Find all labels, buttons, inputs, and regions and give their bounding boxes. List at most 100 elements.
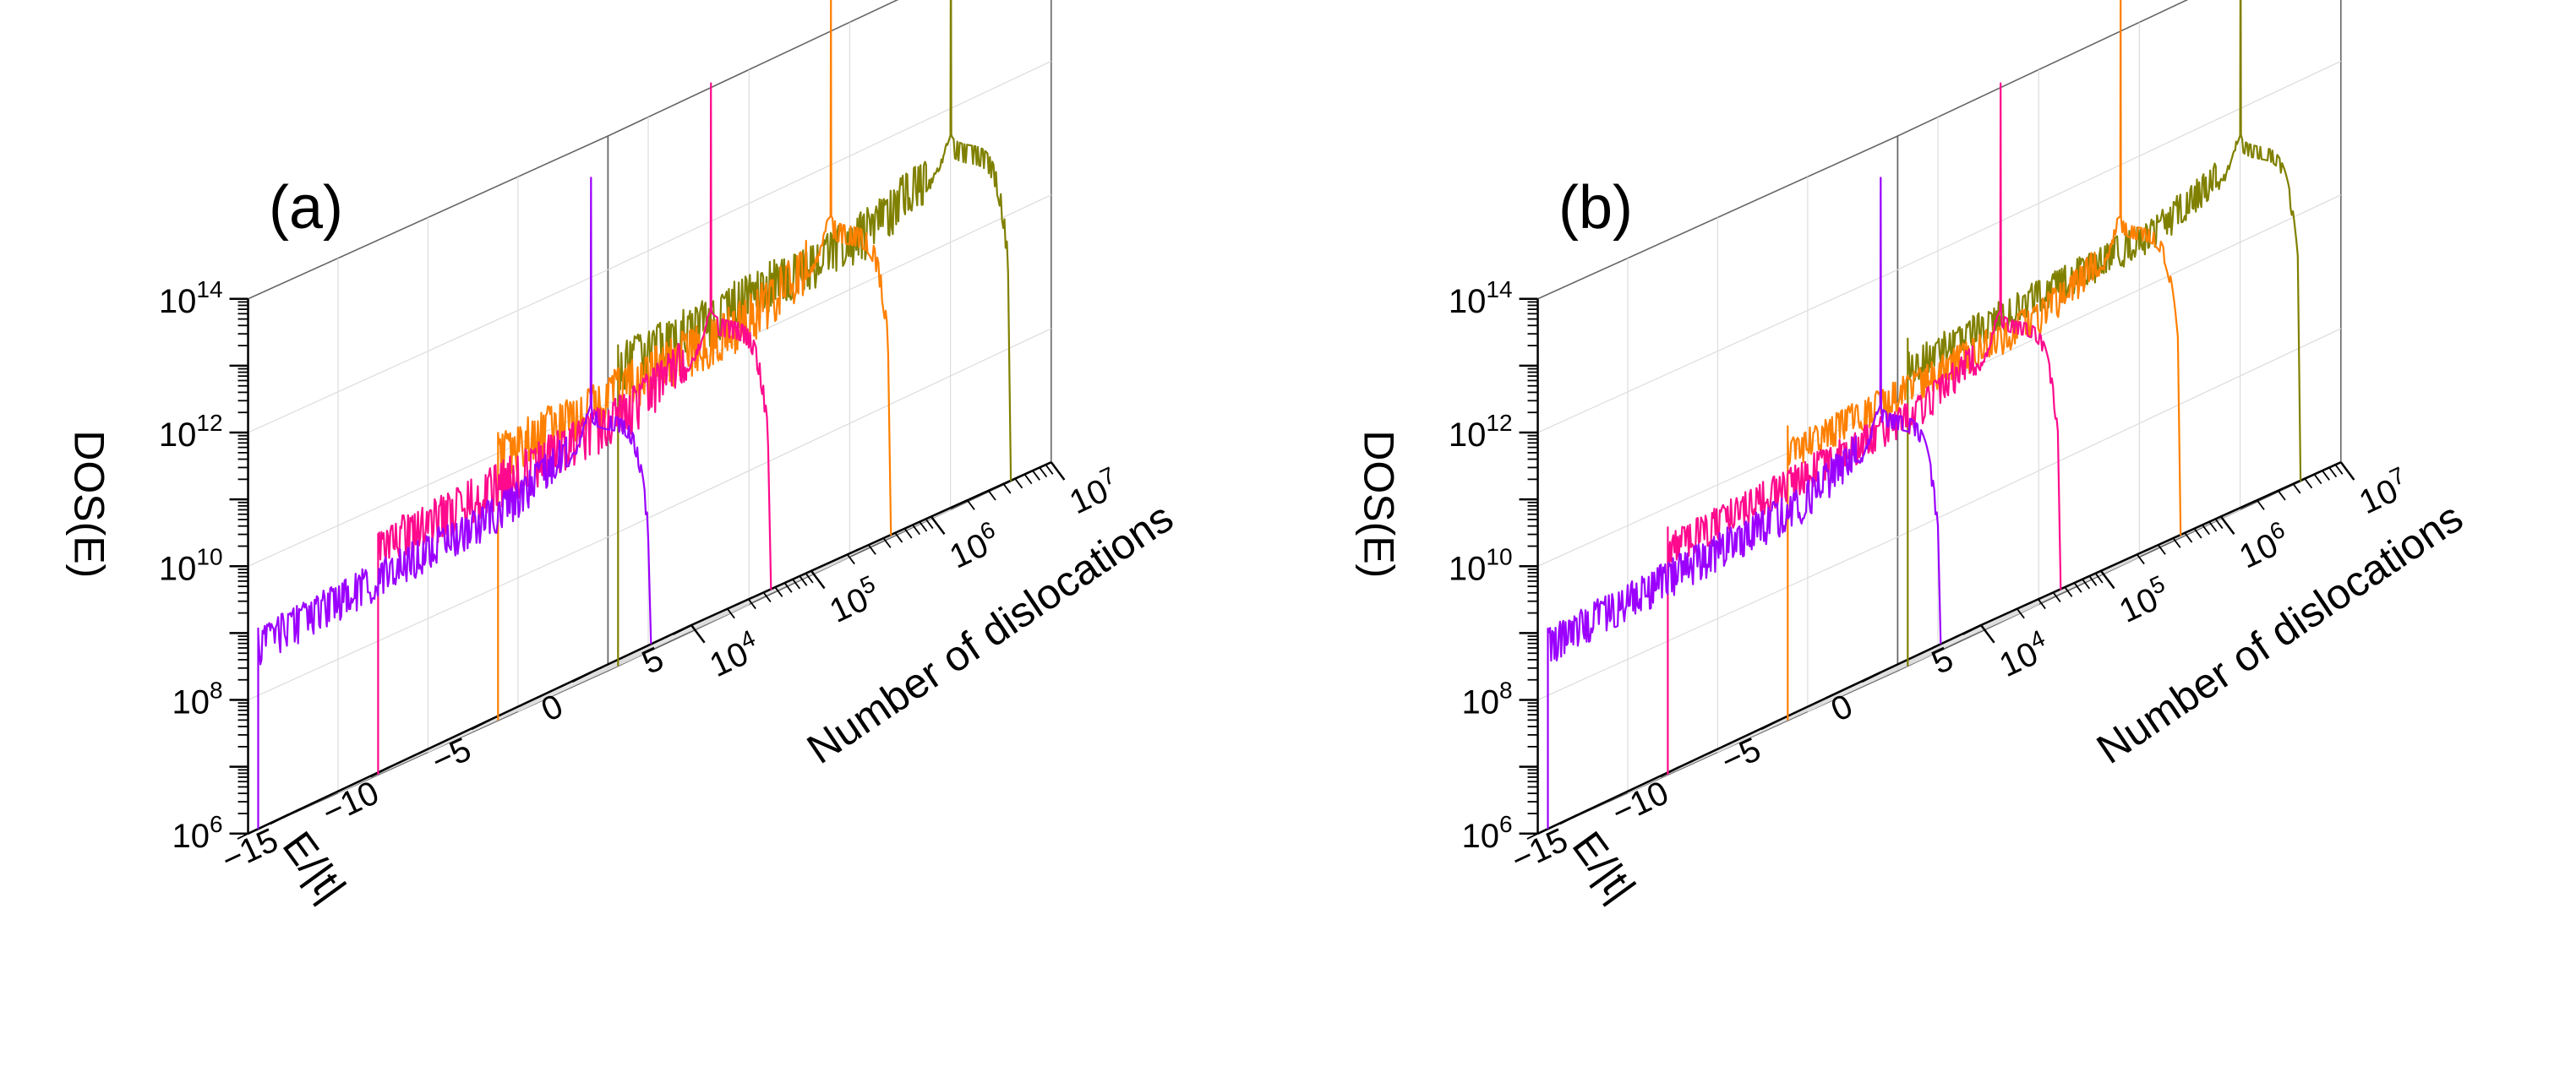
y-floor-gridline [428,543,872,753]
series-2 [1667,82,2062,775]
x-axis-title: E/|t| [1564,823,1645,910]
y-minor-tick [799,575,808,586]
y-minor-tick [903,528,913,539]
x-major-tick [1861,671,1881,683]
y-minor-tick [748,598,756,610]
z-tick-label: 1012 [1449,410,1513,454]
y-minor-tick [762,591,772,603]
x-minor-tick [640,643,652,650]
y-minor-tick [882,537,892,548]
x-minor-tick [1727,737,1740,745]
series-4 [617,0,1012,667]
series-line [257,177,652,830]
y-minor-tick [2038,598,2046,610]
z-tick-label: 1014 [1449,276,1513,320]
y-minor-tick [966,499,975,510]
y-minor-tick [846,553,855,565]
y-major-tick [2339,461,2355,481]
y-minor-tick [2214,518,2224,530]
z-gridline [248,60,1052,433]
x-minor-tick [297,804,309,812]
x-minor-tick [1848,681,1861,688]
back-wall-right [1897,0,2342,672]
x-minor-tick [619,652,631,660]
panel-label: (a) [269,174,343,242]
y-minor-tick [1014,477,1023,489]
y-minor-tick [925,518,934,530]
series-line [1667,82,2062,775]
x-major-tick [571,671,592,683]
x-major-tick [1962,623,1982,635]
y-major-tick [930,515,946,536]
y-minor-tick [1045,464,1054,475]
y-floor-gridline [1717,543,2162,753]
x-minor-tick [1688,757,1700,765]
y-minor-tick [2172,537,2181,548]
y-minor-tick [867,544,876,555]
x-minor-tick [539,690,551,698]
x-axis-title: E/|t| [274,823,356,910]
y-major-tick [1050,461,1066,481]
x-minor-tick [418,748,430,754]
x-minor-tick [1627,785,1640,792]
series-4 [1907,0,2302,667]
x-minor-tick [1547,823,1558,830]
z-tick-label: 1010 [159,543,223,587]
x-major-tick [370,766,390,778]
z-tick-label: 108 [172,678,222,721]
z-tick-label: 1012 [159,410,223,454]
x-tick-label: −10 [317,774,385,832]
y-tick-label: 105 [2112,570,2176,630]
x-minor-tick [1647,776,1659,783]
z-tick-label: 108 [1461,678,1512,721]
y-minor-tick [2017,608,2025,619]
x-minor-tick [317,795,330,803]
y-major-tick [810,569,826,590]
y-floor-gridline [337,584,782,794]
x-minor-tick [1587,804,1599,812]
y-minor-tick [2193,528,2202,539]
y-minor-tick [1032,470,1040,481]
x-minor-tick [1708,748,1720,754]
y-major-tick [690,624,706,644]
y-minor-tick [774,586,783,597]
y-minor-tick [2088,575,2098,586]
z-gridline [1537,328,2342,701]
y-minor-tick [987,490,996,501]
series-1 [257,177,652,830]
panel-label: (b) [1558,174,1633,242]
y-tick-label: 105 [822,570,887,630]
y-minor-tick [2202,524,2211,536]
x-minor-tick [519,699,531,707]
y-minor-tick [1002,483,1012,494]
x-tick-label: 0 [1826,688,1858,729]
x-major-tick [471,719,491,731]
series-line [617,0,1012,667]
series-2 [377,82,772,775]
y-minor-tick [2052,591,2061,603]
y-minor-tick [2064,586,2073,597]
y-minor-tick [2277,490,2286,501]
x-minor-tick [398,757,410,765]
x-minor-tick [1889,662,1902,669]
series-3 [1787,0,2182,721]
y-minor-tick [783,582,793,593]
z-tick-label: 1014 [159,276,223,320]
y-minor-tick [2184,532,2193,543]
z-tick-label: 106 [1461,811,1512,855]
x-minor-tick [660,634,672,641]
x-major-tick [1760,719,1781,731]
series-line [377,82,772,775]
x-major-tick [270,814,289,825]
y-minor-tick [2082,579,2091,590]
x-minor-tick [1526,833,1538,840]
y-minor-tick [2334,464,2344,475]
y-minor-tick [2292,483,2301,494]
y-major-tick [1980,624,1995,644]
x-minor-tick [559,681,571,688]
x-minor-tick [499,710,510,717]
z-tick-label: 106 [172,811,222,855]
x-minor-tick [237,833,248,840]
x-minor-tick [1788,710,1800,717]
